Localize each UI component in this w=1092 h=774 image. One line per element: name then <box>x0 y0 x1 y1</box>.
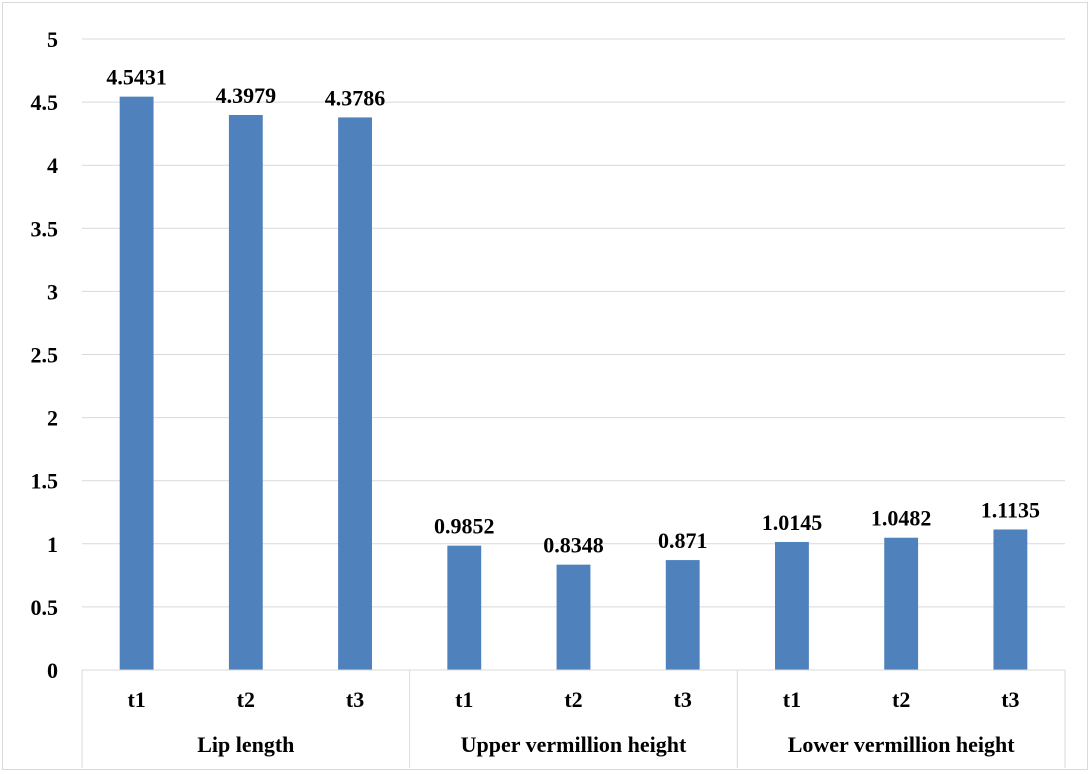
data-label: 4.3979 <box>216 83 277 108</box>
data-label: 1.1135 <box>981 497 1040 522</box>
y-axis-ticks: 0 0.5 1 1.5 2 2.5 3 3.5 4 4.5 5 <box>31 27 59 683</box>
bar <box>338 117 372 671</box>
bar <box>775 541 809 670</box>
bar <box>993 529 1028 670</box>
data-label: 1.0482 <box>871 506 932 531</box>
data-label: 1.0145 <box>762 510 823 535</box>
bar <box>556 564 591 670</box>
data-label: 4.3786 <box>325 85 386 110</box>
y-tick-label: 1 <box>47 532 58 557</box>
data-label: 4.5431 <box>106 65 167 90</box>
x-category-label: t3 <box>1001 687 1019 712</box>
x-group-label: Lower vermillion height <box>788 732 1016 757</box>
data-label: 0.9852 <box>434 514 495 539</box>
y-tick-label: 0.5 <box>31 595 59 620</box>
x-category-label: t1 <box>455 687 473 712</box>
y-tick-label: 1.5 <box>31 469 59 494</box>
bar <box>884 537 919 670</box>
x-category-label: t3 <box>346 687 364 712</box>
data-label: 0.8348 <box>543 533 604 558</box>
x-group-label: Lip length <box>197 732 294 757</box>
x-category-label: t3 <box>674 687 692 712</box>
x-axis: t1 t2 t3 Lip length t1 t2 t3 Upper vermillion h… <box>81 669 1066 768</box>
bar <box>447 545 482 670</box>
x-category-label: t1 <box>783 687 801 712</box>
y-tick-label: 2.5 <box>31 343 59 368</box>
y-tick-label: 5 <box>47 27 58 52</box>
x-category-label: t2 <box>564 687 582 712</box>
y-tick-label: 0 <box>47 658 58 683</box>
bar <box>665 560 700 670</box>
data-labels: 4.5431 4.3979 4.3786 0.9852 0.8348 0.871 1.014… <box>106 65 1040 558</box>
x-group-label: Upper vermillion height <box>461 732 687 757</box>
y-tick-label: 4.5 <box>31 90 59 115</box>
bars <box>119 96 1028 671</box>
y-tick-label: 3.5 <box>31 216 59 241</box>
y-tick-label: 4 <box>47 153 58 178</box>
bar <box>228 114 263 670</box>
data-label: 0.871 <box>658 528 708 553</box>
bar <box>119 96 154 671</box>
y-tick-label: 2 <box>47 406 58 431</box>
y-tick-label: 3 <box>47 279 58 304</box>
x-category-label: t2 <box>892 687 910 712</box>
x-category-label: t2 <box>237 687 255 712</box>
x-category-label: t1 <box>127 687 145 712</box>
